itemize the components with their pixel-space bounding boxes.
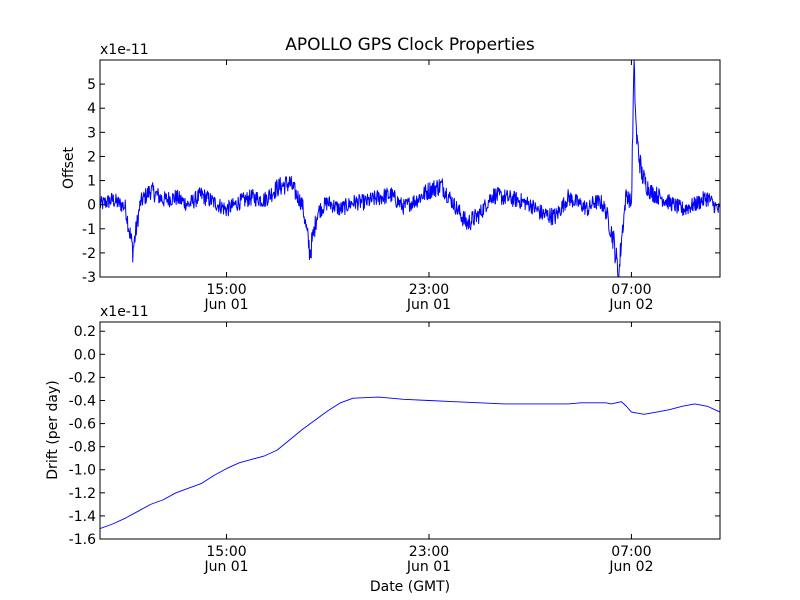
drift-y-axis-label: Drift (per day)	[45, 380, 61, 479]
offset-y-tick-label: -1	[82, 222, 96, 238]
x-axis-label: Date (GMT)	[370, 579, 450, 595]
offset-y-axis-label: Offset	[61, 146, 77, 189]
drift-series-group	[100, 396, 720, 530]
offset-y-tick-label: 5	[87, 77, 96, 93]
offset-y-tick-label: -2	[82, 246, 96, 262]
offset-x-tick-date: Jun 02	[608, 297, 653, 313]
chart-title: APOLLO GPS Clock Properties	[285, 35, 535, 55]
drift-panel: -1.6 -1.4 -1.2 -1.0 -0.8 -0.6 -0.4 -0.2 0.0 0.2 1…	[45, 304, 721, 595]
offset-x-tick-date: Jun 01	[406, 297, 451, 313]
offset-series-line	[100, 60, 720, 277]
offset-x-tick-date: Jun 01	[203, 297, 248, 313]
drift-series-line	[100, 396, 720, 530]
drift-y-tick-label: -0.4	[69, 393, 96, 409]
drift-y-ticks: -1.6 -1.4 -1.2 -1.0 -0.8 -0.6 -0.4 -0.2 0.0 0.2	[69, 324, 720, 548]
offset-x-tick-time: 15:00	[206, 282, 246, 298]
drift-y-tick-label: -1.6	[69, 532, 96, 548]
offset-plot-frame	[99, 59, 721, 278]
drift-x-tick-time: 07:00	[611, 544, 651, 560]
drift-y-tick-label: 0.2	[74, 324, 96, 340]
offset-y-tick-label: 0	[87, 198, 96, 214]
offset-y-tick-label: -3	[82, 270, 96, 286]
offset-y-tick-label: 3	[87, 125, 96, 141]
drift-y-tick-label: -0.2	[69, 370, 96, 386]
offset-series-group	[100, 60, 720, 277]
offset-y-tick-label: 2	[87, 149, 96, 165]
drift-y-tick-label: -1.0	[69, 463, 96, 479]
offset-x-tick-time: 07:00	[611, 282, 651, 298]
offset-exponent-label: x1e-11	[100, 42, 149, 58]
offset-y-ticks: -3 -2 -1 0 1 2 3 4 5	[82, 77, 720, 286]
drift-x-tick-time: 23:00	[409, 544, 449, 560]
offset-y-tick-label: 4	[87, 101, 96, 117]
offset-x-tick-time: 23:00	[409, 282, 449, 298]
drift-exponent-label: x1e-11	[100, 304, 149, 320]
drift-x-tick-time: 15:00	[206, 544, 246, 560]
drift-x-tick-date: Jun 02	[608, 559, 653, 575]
drift-y-tick-label: -0.8	[69, 440, 96, 456]
drift-x-tick-date: Jun 01	[203, 559, 248, 575]
drift-y-tick-label: -0.6	[69, 417, 96, 433]
drift-y-tick-label: 0.0	[74, 347, 96, 363]
offset-y-tick-label: 1	[87, 174, 96, 190]
drift-x-tick-date: Jun 01	[406, 559, 451, 575]
drift-plot-frame	[99, 321, 721, 540]
drift-y-tick-label: -1.2	[69, 486, 96, 502]
drift-y-tick-label: -1.4	[69, 509, 96, 525]
